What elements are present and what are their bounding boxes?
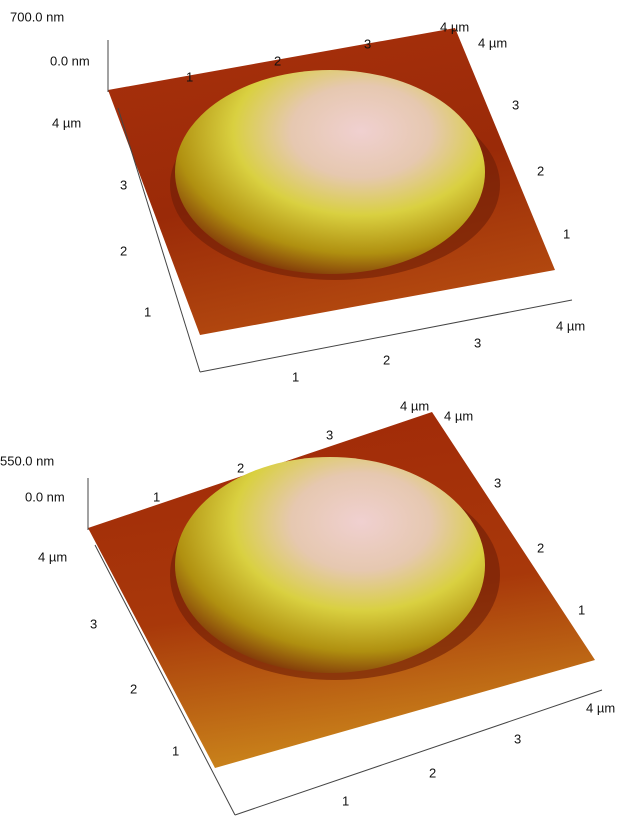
y-right-tick-label: 3 <box>512 97 519 112</box>
x-axis <box>234 689 603 816</box>
y-right-tick-label: 2 <box>537 540 544 555</box>
y-axis <box>117 107 201 373</box>
x-back-tick-label: 3 <box>364 36 371 51</box>
x-back-tick-label: 2 <box>274 53 281 68</box>
z-min-label: 0.0 nm <box>50 53 90 68</box>
x-front-tick-label: 4 µm <box>586 700 615 715</box>
panel-1 <box>107 28 573 373</box>
y-right-tick-label: 3 <box>494 475 501 490</box>
y-left-tick-label: 2 <box>130 681 137 696</box>
x-front-tick-label: 1 <box>342 793 349 808</box>
x-back-tick-label: 4 µm <box>400 398 429 413</box>
y-left-tick-label: 1 <box>144 304 151 319</box>
y-left-tick-label: 4 µm <box>52 115 81 130</box>
x-back-tick-label: 3 <box>326 427 333 442</box>
x-back-tick-label: 1 <box>153 489 160 504</box>
y-left-tick-label: 2 <box>120 243 127 258</box>
x-back-tick-label: 1 <box>186 69 193 84</box>
x-front-tick-label: 1 <box>292 369 299 384</box>
x-front-tick-label: 3 <box>514 731 521 746</box>
y-left-tick-label: 4 µm <box>38 549 67 564</box>
y-right-tick-label: 1 <box>563 226 570 241</box>
y-axis <box>94 544 236 816</box>
x-back-tick-label: 4 µm <box>440 19 469 34</box>
x-front-tick-label: 2 <box>383 352 390 367</box>
z-min-label: 0.0 nm <box>25 489 65 504</box>
x-front-tick-label: 3 <box>474 335 481 350</box>
x-axis <box>199 299 573 373</box>
y-right-tick-label: 2 <box>537 163 544 178</box>
x-front-tick-label: 4 µm <box>556 318 585 333</box>
x-front-tick-label: 2 <box>429 765 436 780</box>
y-left-tick-label: 3 <box>120 177 127 192</box>
dome <box>175 70 485 274</box>
y-right-tick-label: 4 µm <box>444 408 473 423</box>
z-max-label: 700.0 nm <box>10 9 64 24</box>
dome <box>175 457 485 673</box>
x-back-tick-label: 2 <box>237 460 244 475</box>
y-right-tick-label: 1 <box>578 602 585 617</box>
y-left-tick-label: 1 <box>172 743 179 758</box>
panel-2 <box>87 412 603 816</box>
y-right-tick-label: 4 µm <box>478 35 507 50</box>
y-left-tick-label: 3 <box>90 616 97 631</box>
z-max-label: 550.0 nm <box>0 453 54 468</box>
